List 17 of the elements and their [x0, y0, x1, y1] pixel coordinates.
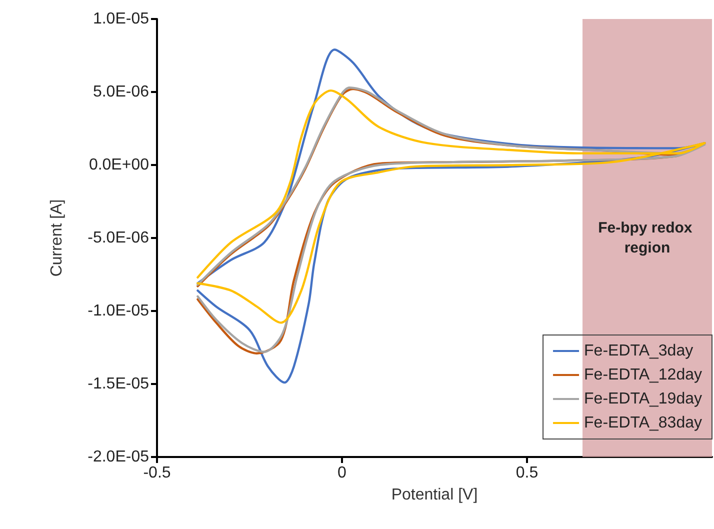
legend-label: Fe-EDTA_3day: [584, 342, 694, 360]
y-tick-label: -1.5E-05: [88, 376, 150, 392]
band-label: Fe-bpy redox region: [598, 220, 696, 256]
y-tick-label: -2.0E-05: [88, 448, 150, 466]
y-tick-label: 0.0E+00: [88, 156, 150, 174]
y-tick-label: 5.0E-06: [92, 84, 150, 100]
legend-label: Fe-EDTA_12day: [584, 366, 702, 384]
x-tick-label: -0.5: [143, 464, 171, 482]
legend-label: Fe-EDTA_83day: [584, 414, 702, 432]
y-tick-label: 1.0E-05: [92, 10, 150, 28]
x-axis-title: Potential [V]: [391, 486, 478, 504]
y-tick-label: -1.0E-05: [88, 302, 150, 320]
x-tick-label: 0.5: [516, 464, 538, 482]
x-tick-label: 0: [338, 464, 347, 482]
y-tick-label: -5.0E-06: [88, 230, 150, 246]
y-axis-title: Current [A]: [48, 199, 66, 277]
legend-label: Fe-EDTA_19day: [584, 390, 702, 408]
